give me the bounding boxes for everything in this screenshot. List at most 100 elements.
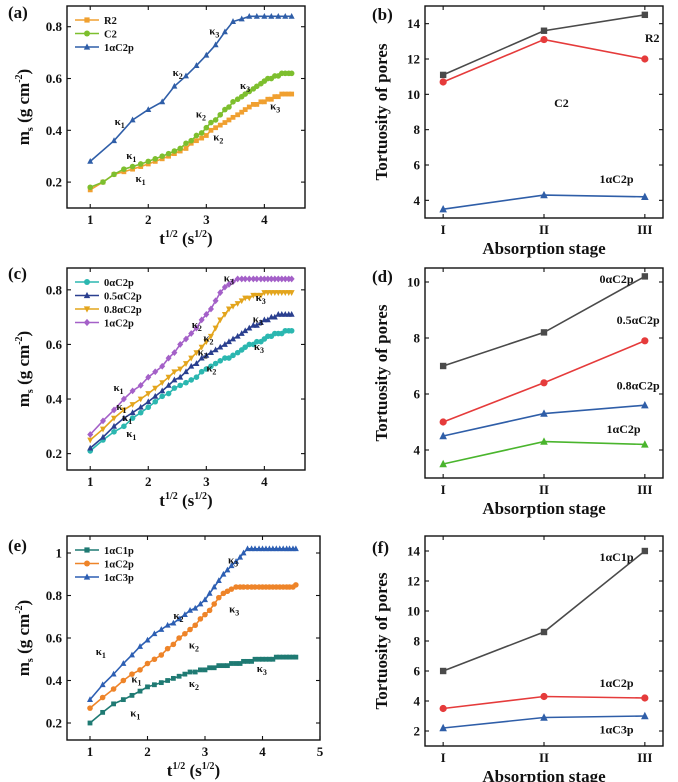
series-1αC3p: 1αC3p — [439, 711, 649, 737]
data-point — [171, 349, 178, 357]
data-point — [540, 628, 548, 636]
plot-frame — [66, 5, 306, 209]
legend-label: C2 — [104, 29, 117, 40]
y-axis-title: Tortuosity of pores — [372, 304, 391, 441]
series-line — [442, 550, 646, 672]
data-point — [145, 391, 152, 397]
data-point — [183, 361, 189, 367]
data-point — [233, 661, 239, 666]
kappa-annotation: κ1 — [116, 401, 126, 415]
data-point — [230, 352, 236, 359]
y-axis-title: ms (g cm-2) — [14, 331, 36, 407]
kappa-subscript: 1 — [136, 713, 140, 722]
axis-title-part: 1/2 — [194, 229, 207, 240]
data-point — [188, 355, 195, 362]
series-1αC2p: 1αC2p — [439, 676, 649, 713]
series-1αC1p: 1αC1p — [439, 547, 649, 675]
kappa-annotation: κ3 — [209, 25, 219, 39]
data-point — [246, 88, 253, 95]
data-point — [111, 406, 118, 414]
y-tick-label: 0.4 — [46, 123, 63, 138]
data-point — [177, 373, 184, 380]
data-point — [263, 656, 269, 662]
data-point — [277, 654, 283, 660]
data-point — [234, 275, 241, 283]
data-point — [540, 190, 548, 199]
kappa-annotation: κ2 — [173, 610, 183, 624]
data-point — [111, 137, 118, 144]
data-point — [194, 138, 199, 144]
data-point — [230, 114, 236, 120]
data-point — [188, 137, 195, 144]
data-point — [99, 681, 106, 688]
legend-marker — [84, 547, 90, 553]
data-point — [216, 594, 222, 601]
legend-label: 1αC1p — [104, 546, 134, 557]
series-label: C2 — [554, 96, 569, 110]
legend-marker — [83, 318, 91, 327]
data-point — [246, 341, 253, 348]
y-tick-label: 4 — [414, 443, 421, 458]
data-point — [212, 346, 219, 353]
series-line — [442, 14, 645, 76]
data-point — [197, 616, 204, 622]
series-label: 0.8αC2p — [617, 379, 660, 393]
data-point — [192, 669, 198, 675]
data-point — [246, 324, 253, 331]
kappa-symbol: κ — [203, 333, 210, 345]
data-point — [261, 12, 268, 19]
kappa-subscript: 3 — [234, 560, 238, 569]
data-point — [211, 583, 218, 590]
series-line — [442, 38, 645, 83]
y-tick-label: 14 — [407, 16, 421, 31]
x-tick-label: 3 — [202, 744, 209, 759]
kappa-symbol: κ — [116, 401, 123, 413]
data-point — [203, 133, 209, 138]
x-tick-label: 3 — [203, 212, 210, 227]
x-axis-title: Absorption stage — [482, 239, 606, 258]
data-point — [145, 106, 152, 112]
x-tick-label: III — [637, 222, 652, 237]
kappa-subscript: 2 — [204, 351, 208, 360]
data-point — [225, 306, 232, 313]
data-point — [288, 327, 295, 334]
data-point — [137, 688, 143, 694]
kappa-annotation: κ3 — [240, 80, 250, 94]
data-point — [222, 120, 228, 125]
data-point — [137, 381, 144, 389]
x-tick-label: II — [539, 482, 549, 497]
data-point — [111, 171, 117, 178]
data-point — [225, 338, 232, 345]
kappa-annotation: κ3 — [253, 314, 263, 328]
data-point — [203, 51, 210, 58]
data-point — [164, 621, 171, 628]
axis-title-part: 1/2 — [194, 491, 207, 502]
kappa-symbol: κ — [113, 382, 120, 394]
axis-title-part: (s — [178, 229, 195, 248]
data-point — [203, 366, 210, 372]
legend: R2 C2 1αC2p — [75, 16, 134, 54]
data-point — [137, 643, 144, 649]
data-point — [129, 671, 135, 677]
data-point — [280, 654, 286, 660]
kappa-subscript: 3 — [230, 278, 234, 287]
data-point — [641, 694, 649, 702]
data-point — [271, 313, 278, 320]
kappa-subscript: 3 — [259, 319, 263, 328]
series-0αC2p — [87, 327, 295, 454]
data-point — [288, 311, 295, 317]
data-point — [217, 343, 224, 350]
data-point — [230, 18, 237, 24]
axis-title-part: -2 — [14, 336, 25, 344]
y-tick-label: 4 — [414, 694, 421, 709]
axis-title-part: m — [14, 662, 33, 676]
data-point — [211, 601, 217, 607]
data-point — [151, 656, 158, 663]
panel-label: (d) — [372, 267, 393, 286]
data-point — [235, 112, 241, 118]
data-point — [253, 12, 260, 19]
kappa-symbol: κ — [229, 604, 236, 616]
data-point — [221, 341, 228, 347]
data-point — [540, 379, 548, 387]
